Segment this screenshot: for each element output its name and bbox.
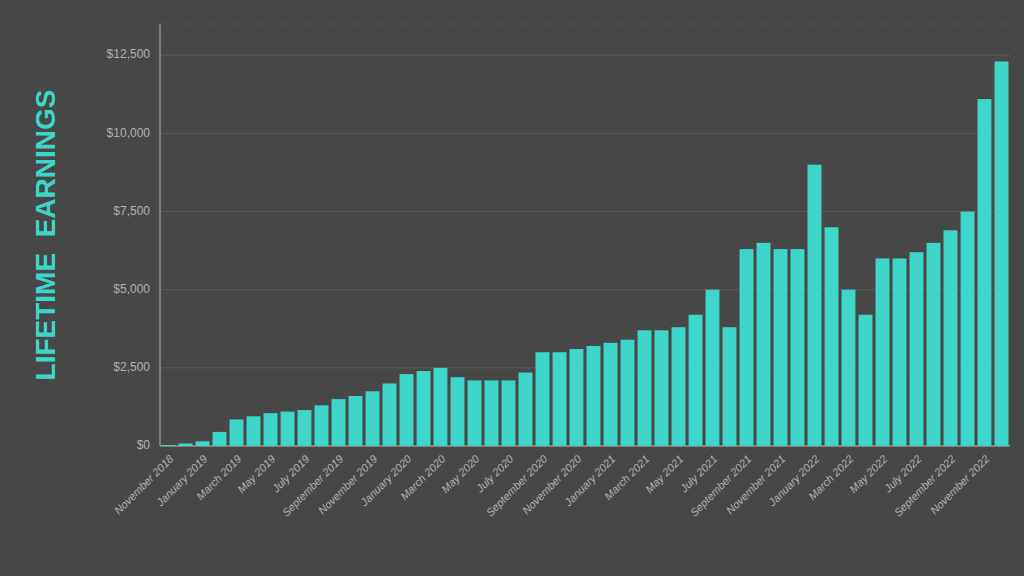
bar — [604, 343, 618, 446]
bar — [587, 346, 601, 446]
background — [0, 0, 1024, 576]
x-tick-label: November 2022 — [928, 453, 992, 517]
bar — [706, 290, 720, 446]
y-axis-label: LIFETIME EARNINGS — [30, 90, 61, 381]
grid — [160, 55, 1010, 446]
bar — [213, 432, 227, 446]
bar — [842, 290, 856, 446]
y-tick-label: $7,500 — [113, 204, 150, 218]
bar — [740, 249, 754, 446]
bar — [162, 445, 176, 446]
bar — [621, 340, 635, 446]
bar — [927, 243, 941, 446]
x-tick-label: May 2019 — [235, 453, 278, 496]
bar — [893, 258, 907, 446]
x-tick-label: November 2018 — [112, 452, 176, 516]
bar — [468, 380, 482, 446]
x-tick-label: September 2020 — [484, 452, 551, 519]
bar — [196, 441, 210, 446]
bar — [400, 374, 414, 446]
bar — [774, 249, 788, 446]
x-tick-label: May 2022 — [847, 453, 890, 496]
x-tick-label: November 2020 — [520, 452, 584, 516]
x-tick-label: March 2022 — [806, 453, 856, 503]
bar — [366, 391, 380, 446]
y-tick-label: $2,500 — [113, 360, 150, 374]
y-tick-label: $10,000 — [107, 126, 151, 140]
bar — [230, 419, 244, 446]
bar — [978, 99, 992, 446]
bar — [757, 243, 771, 446]
bar — [825, 227, 839, 446]
bar — [791, 249, 805, 446]
bar — [655, 330, 669, 446]
x-tick-label: September 2021 — [688, 453, 754, 519]
bar — [536, 352, 550, 446]
bar — [264, 413, 278, 446]
chart-svg: $0 $2,500 $5,000 $7,500 $10,000 $12,500 Novemb… — [0, 0, 1024, 576]
bar — [281, 412, 295, 446]
bar — [451, 377, 465, 446]
plot-top-edge — [160, 24, 1010, 25]
x-tick-label: March 2021 — [602, 453, 652, 503]
bar — [995, 62, 1009, 446]
bar — [570, 349, 584, 446]
bar — [944, 230, 958, 446]
x-tick-label: November 2021 — [724, 453, 788, 517]
y-axis-line — [160, 24, 161, 446]
y-tick-label: $12,500 — [107, 47, 151, 61]
chart-container: $0 $2,500 $5,000 $7,500 $10,000 $12,500 Novemb… — [0, 0, 1024, 576]
bar — [349, 396, 363, 446]
bar — [502, 380, 516, 446]
bar — [638, 330, 652, 446]
bar — [332, 399, 346, 446]
x-tick-label: September 2022 — [892, 453, 958, 519]
bar — [961, 212, 975, 446]
bar — [672, 327, 686, 446]
bar — [689, 315, 703, 446]
bar — [383, 383, 397, 446]
x-tick-label: March 2019 — [194, 453, 244, 503]
bar — [417, 371, 431, 446]
bar — [876, 258, 890, 446]
x-tick-label: March 2020 — [398, 452, 448, 502]
bar — [859, 315, 873, 446]
bar — [179, 443, 193, 446]
bar — [553, 352, 567, 446]
bar — [808, 165, 822, 446]
bar — [485, 380, 499, 446]
bar — [247, 416, 261, 446]
bar — [298, 410, 312, 446]
bar — [315, 405, 329, 446]
bar — [519, 373, 533, 446]
x-tick-label: November 2019 — [316, 453, 380, 517]
bar — [723, 327, 737, 446]
x-tick-label: September 2019 — [280, 453, 346, 519]
bar — [434, 368, 448, 446]
bar — [910, 252, 924, 446]
y-tick-label: $5,000 — [113, 282, 150, 296]
y-tick-label: $0 — [137, 438, 151, 452]
grid-line — [160, 133, 1010, 134]
grid-line — [160, 55, 1010, 56]
bars — [162, 62, 1009, 446]
grid-line — [160, 211, 1010, 212]
x-tick-label: May 2021 — [643, 453, 686, 496]
